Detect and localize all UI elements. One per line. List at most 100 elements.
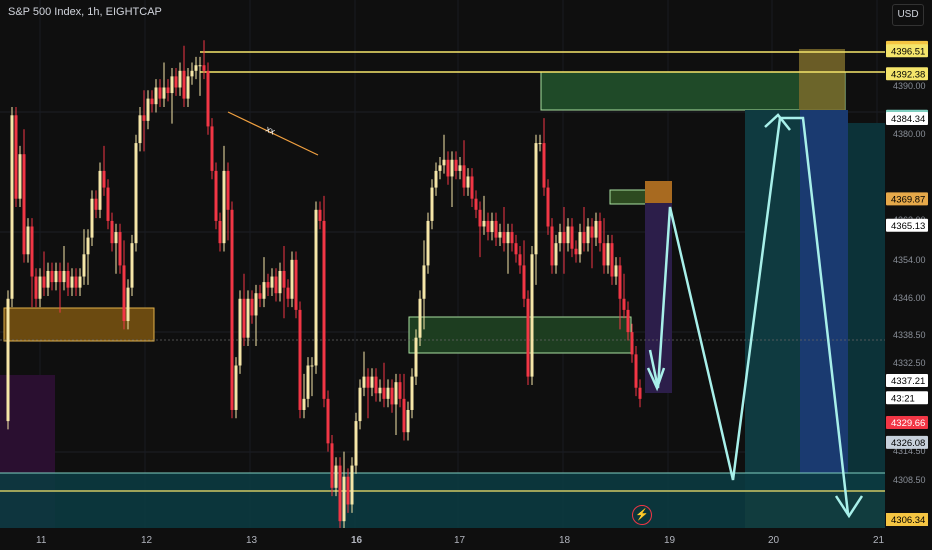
candle-body	[498, 232, 502, 238]
candle-body	[414, 337, 418, 377]
price-label-bg	[886, 192, 928, 206]
time-tick: 16	[351, 535, 363, 546]
candle-body	[518, 254, 522, 266]
candle-body	[478, 209, 482, 227]
candle-body	[238, 298, 242, 366]
price-tick: 4332.50	[893, 358, 926, 368]
candle-body	[422, 265, 426, 299]
price-label: 43:21	[891, 393, 915, 404]
candle-body	[234, 365, 238, 410]
candle-body	[214, 170, 218, 221]
price-label-bg	[886, 218, 928, 232]
candle-body	[570, 226, 574, 249]
candle-body	[350, 465, 354, 505]
candle-body	[486, 220, 490, 233]
candle-body	[210, 126, 214, 171]
price-tick: 4354.00	[893, 255, 926, 265]
candle-body	[342, 476, 346, 522]
candle-body	[398, 382, 402, 399]
time-tick: 13	[246, 535, 258, 546]
arrow-head	[834, 495, 864, 519]
price-label: 4329.66	[891, 418, 925, 429]
time-tick: 21	[873, 535, 885, 546]
candle-body	[106, 187, 110, 221]
candle-body	[378, 387, 382, 394]
candle-body	[330, 443, 334, 488]
candle-body	[510, 232, 514, 244]
candle-body	[550, 226, 554, 266]
candle-body	[446, 159, 450, 177]
candle-body	[638, 387, 642, 399]
candle-body	[118, 232, 122, 266]
candle-body	[594, 220, 598, 238]
candle-body	[626, 309, 630, 333]
candle-body	[158, 87, 162, 99]
candle-body	[250, 298, 254, 316]
price-tick: 4338.50	[893, 330, 926, 340]
candle-body	[370, 376, 374, 388]
candle-body	[146, 98, 150, 121]
candle-body	[386, 387, 390, 399]
candle-body	[618, 265, 622, 299]
candle-body	[470, 176, 474, 199]
candle-body	[598, 220, 602, 244]
candle-body	[282, 270, 286, 288]
candle-body	[198, 65, 202, 67]
candle-body	[438, 165, 442, 171]
candle-body	[602, 243, 606, 266]
candle-body	[554, 243, 558, 266]
candle-body	[190, 70, 194, 77]
bolt-icon[interactable]: ⚡	[632, 505, 652, 525]
currency-button[interactable]: USD	[892, 4, 924, 26]
candle-body	[606, 243, 610, 266]
time-tick: 11	[36, 535, 47, 546]
candle-body	[162, 87, 166, 99]
price-tick: 4380.00	[893, 129, 926, 139]
candle-body	[246, 298, 250, 338]
candle-body	[366, 376, 370, 388]
candle-body	[222, 170, 226, 244]
candle-body	[418, 298, 422, 338]
candle-body	[394, 382, 398, 405]
candle-body	[590, 226, 594, 238]
candle-body	[66, 270, 70, 288]
candle-body	[14, 115, 18, 199]
candle-body	[294, 259, 298, 310]
candle-body	[354, 421, 358, 466]
candle-body	[410, 376, 414, 410]
candle-body	[442, 159, 446, 166]
candle-body	[178, 70, 182, 88]
candle-body	[58, 270, 62, 283]
candle-body	[206, 70, 210, 127]
candle-body	[634, 354, 638, 388]
time-tick: 12	[141, 535, 153, 546]
candle-body	[362, 376, 366, 388]
candle-body	[74, 276, 78, 288]
candle-body	[562, 232, 566, 244]
candle-body	[150, 98, 154, 105]
price-label: 4337.21	[891, 376, 925, 387]
demand-box	[408, 316, 632, 354]
candle-body	[6, 298, 10, 422]
candle-body	[530, 254, 534, 377]
price-label-bg	[886, 391, 928, 405]
price-tick: 4390.00	[893, 81, 926, 91]
candle-body	[630, 332, 634, 355]
price-label-bg	[886, 374, 928, 388]
candle-body	[466, 176, 470, 188]
candle-body	[338, 465, 342, 522]
candle-body	[542, 143, 546, 188]
candle-body	[374, 376, 378, 394]
candle-body	[622, 298, 626, 310]
candle-body	[578, 232, 582, 255]
price-tick: 4346.00	[893, 293, 926, 303]
price-label: 4365.13	[891, 221, 925, 232]
candle-body	[50, 270, 54, 283]
target-box-overlap	[799, 49, 845, 110]
blue-column	[800, 110, 848, 528]
candle-body	[270, 276, 274, 288]
price-label: 4392.38	[891, 69, 925, 80]
candle-body	[506, 232, 510, 244]
price-label: 4306.34	[891, 515, 925, 526]
